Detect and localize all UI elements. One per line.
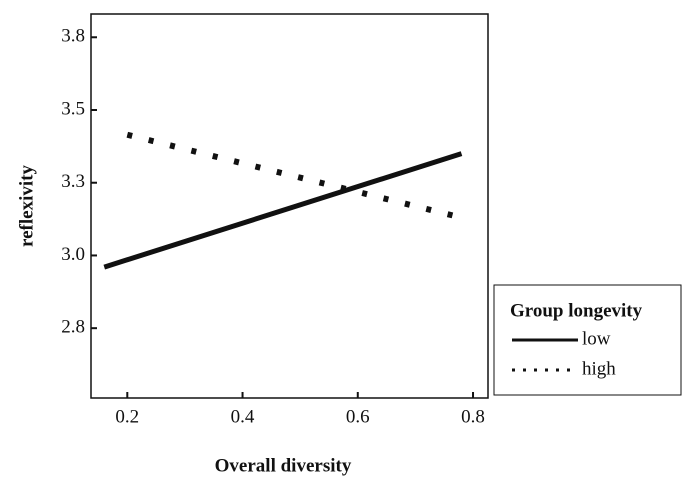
plot-frame bbox=[90, 13, 489, 399]
x-tick-label: 0.6 bbox=[346, 406, 370, 427]
x-tick-label: 0.2 bbox=[115, 406, 139, 427]
y-tick-label: 2.8 bbox=[61, 317, 85, 338]
legend-title: Group longevity bbox=[510, 300, 643, 321]
y-tick-label: 3.5 bbox=[61, 98, 85, 119]
y-tick-label: 3.3 bbox=[61, 171, 85, 192]
y-axis-label: reflexivity bbox=[16, 165, 37, 247]
x-axis-label: Overall diversity bbox=[215, 455, 352, 476]
legend-label: low bbox=[582, 328, 611, 349]
y-tick-label: 3.8 bbox=[61, 26, 85, 47]
y-tick-label: 3.0 bbox=[61, 244, 85, 265]
series-line bbox=[103, 151, 463, 270]
legend-box bbox=[493, 284, 682, 396]
series-line bbox=[126, 131, 463, 221]
x-tick-label: 0.4 bbox=[231, 406, 255, 427]
legend-label: high bbox=[582, 358, 616, 379]
x-tick-label: 0.8 bbox=[461, 406, 485, 427]
